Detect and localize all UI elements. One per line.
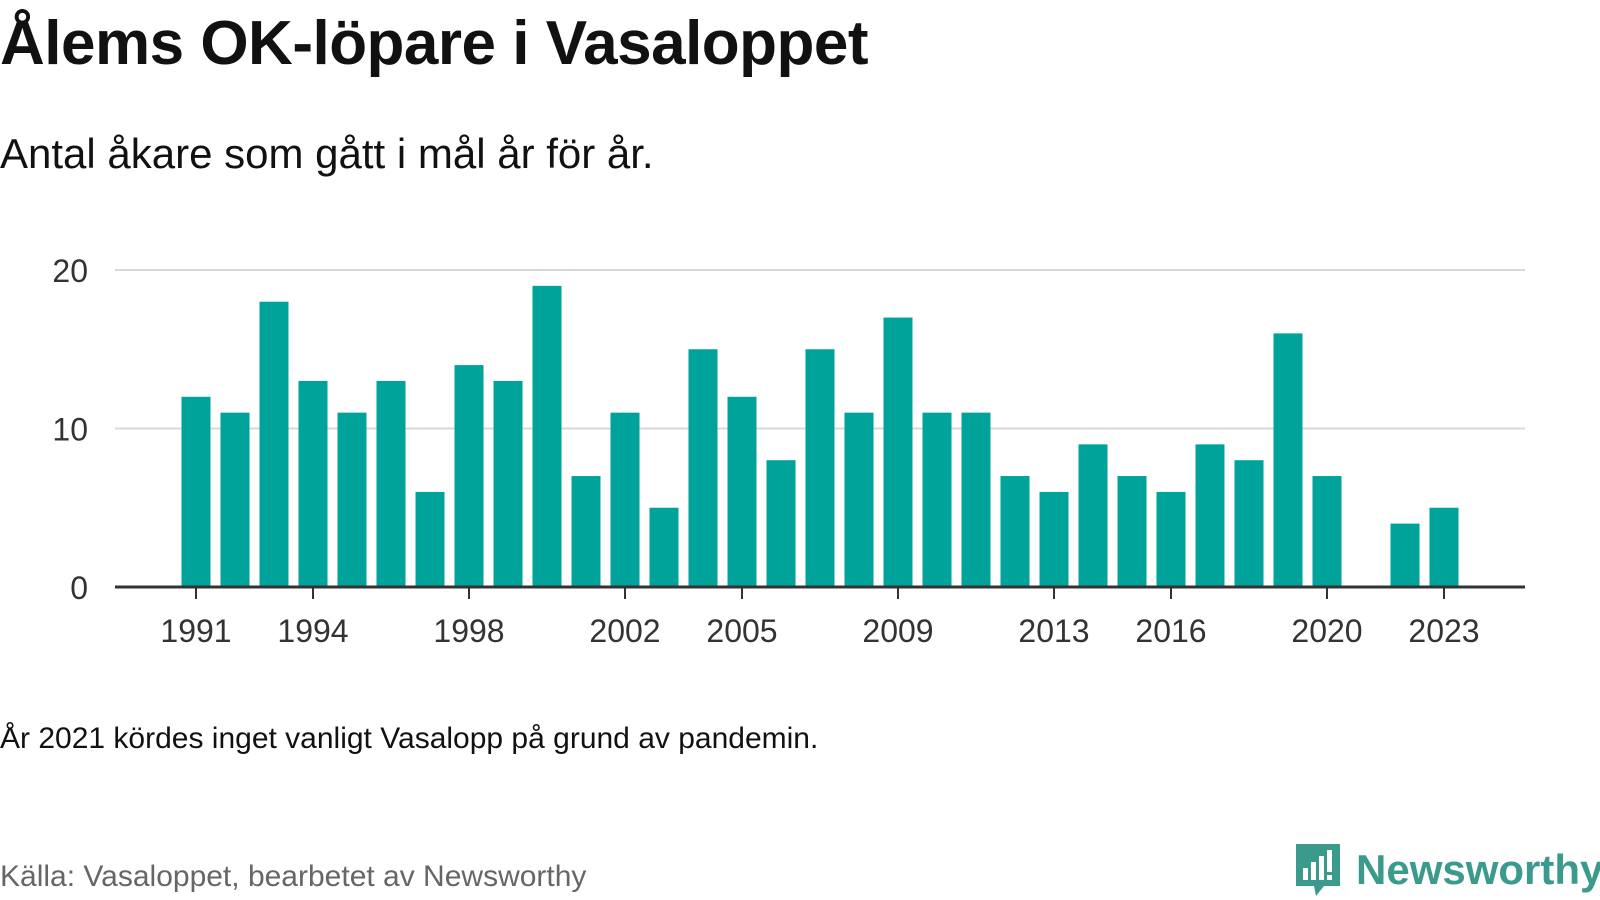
bar-2013 xyxy=(1039,491,1069,587)
bar-2010 xyxy=(922,412,952,587)
bar-2014 xyxy=(1078,444,1108,587)
y-axis-labels: 0 10 20 xyxy=(52,253,88,606)
x-axis-labels: 1991 1994 1998 2002 2005 2009 2013 2016 2020 2023 xyxy=(160,613,1479,649)
bar-1997 xyxy=(415,491,445,587)
chart-subtitle: Antal åkare som gått i mål år för år. xyxy=(0,130,654,177)
bar-1993 xyxy=(259,301,289,587)
bar-2000 xyxy=(532,285,562,587)
bar-2004 xyxy=(688,349,718,587)
x-tick-label-2016: 2016 xyxy=(1135,613,1206,649)
bar-1994 xyxy=(298,380,328,587)
bar-2015 xyxy=(1117,476,1147,587)
y-tick-label-0: 0 xyxy=(70,570,88,606)
bar-2020 xyxy=(1312,476,1342,587)
bar-2023 xyxy=(1429,507,1459,587)
x-tick-label-2023: 2023 xyxy=(1408,613,1479,649)
bar-chart: 0 10 20 1991 1994 1998 2002 2005 2009 2013 2016 20… xyxy=(52,253,1525,649)
bar-1995 xyxy=(337,412,367,587)
bar-2018 xyxy=(1234,460,1264,587)
x-tick-label-2009: 2009 xyxy=(862,613,933,649)
bar-2006 xyxy=(766,460,796,587)
brand-logo: Newsworthy xyxy=(1294,842,1600,898)
bar-2017 xyxy=(1195,444,1225,587)
x-tick-label-1994: 1994 xyxy=(277,613,348,649)
bar-1996 xyxy=(376,380,406,587)
x-axis xyxy=(115,585,1525,599)
x-tick-label-2005: 2005 xyxy=(706,613,777,649)
bar-1998 xyxy=(454,365,484,587)
newsworthy-logo-icon xyxy=(1296,844,1340,896)
bar-1991 xyxy=(181,396,211,587)
x-tick-label-1998: 1998 xyxy=(433,613,504,649)
x-tick-label-2002: 2002 xyxy=(589,613,660,649)
y-tick-label-10: 10 xyxy=(52,412,88,448)
chart-title: Ålems OK-löpare i Vasaloppet xyxy=(0,9,869,78)
bar-2008 xyxy=(844,412,874,587)
x-tick-label-1991: 1991 xyxy=(160,613,231,649)
bar-1999 xyxy=(493,380,523,587)
bar-2002 xyxy=(610,412,640,587)
y-tick-label-20: 20 xyxy=(52,253,88,289)
bar-2003 xyxy=(649,507,679,587)
bar-2007 xyxy=(805,349,835,587)
bar-2005 xyxy=(727,396,757,587)
bars xyxy=(181,285,1459,587)
bar-2022 xyxy=(1390,523,1420,587)
bar-2016 xyxy=(1156,491,1186,587)
footnote: År 2021 kördes inget vanligt Vasalopp på… xyxy=(0,722,819,755)
bar-1992 xyxy=(220,412,250,587)
bar-2011 xyxy=(961,412,991,587)
bar-2009 xyxy=(883,317,913,587)
bar-2001 xyxy=(571,476,601,587)
source-text: Källa: Vasaloppet, bearbetet av Newswort… xyxy=(0,860,587,893)
x-tick-label-2020: 2020 xyxy=(1291,613,1362,649)
x-tick-label-2013: 2013 xyxy=(1018,613,1089,649)
bar-2019 xyxy=(1273,333,1303,587)
brand-name: Newsworthy xyxy=(1356,846,1600,893)
bar-2012 xyxy=(1000,476,1030,587)
